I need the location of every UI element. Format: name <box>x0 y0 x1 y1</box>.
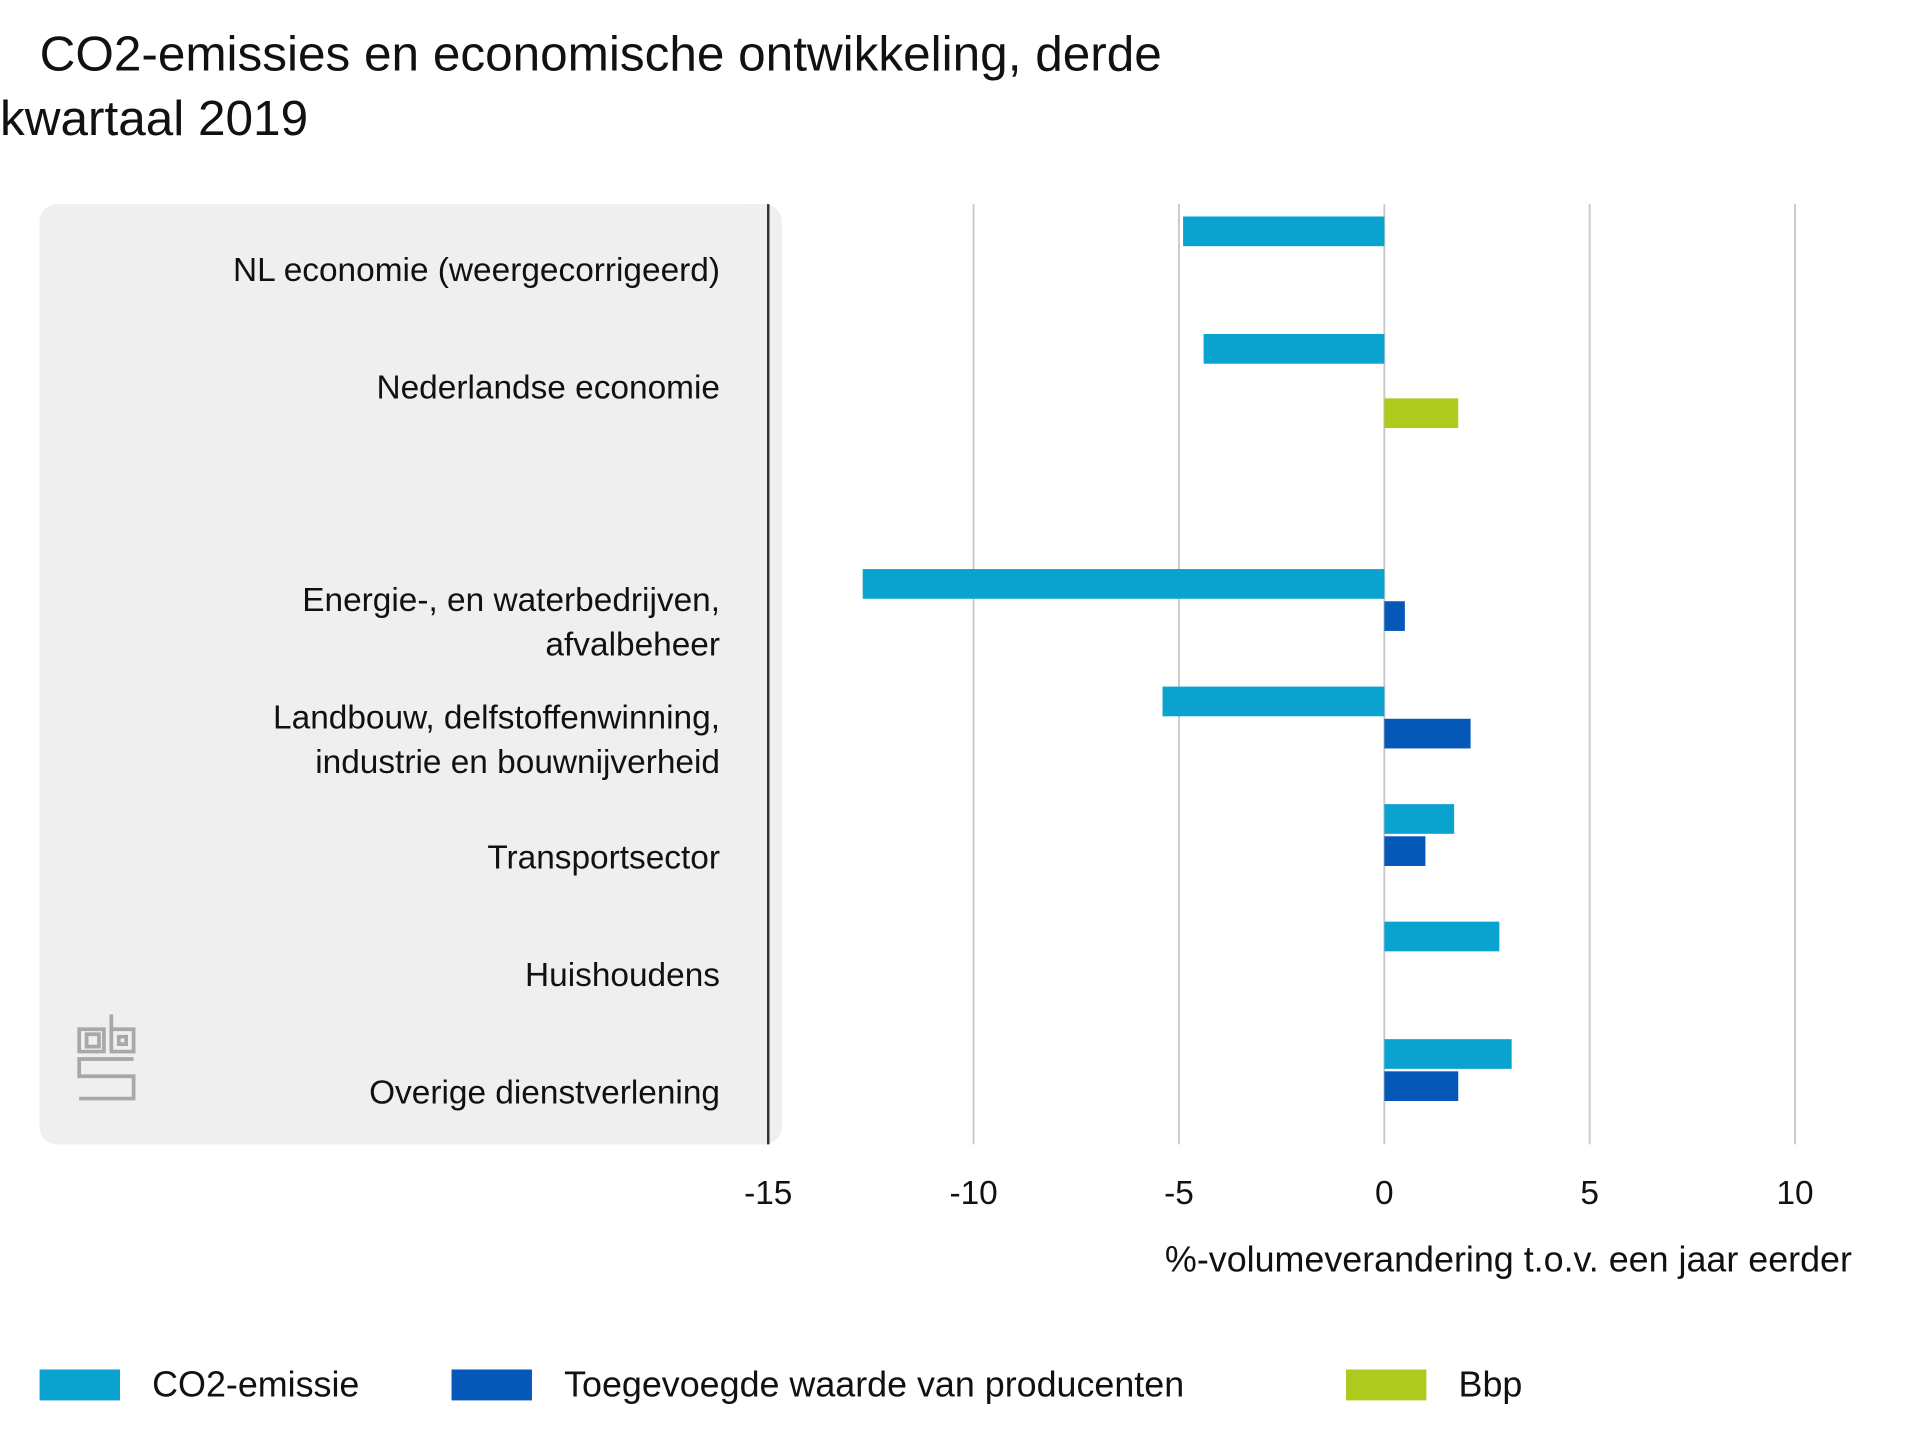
category-box: Nederlandse economie <box>376 368 720 406</box>
category-box: NL economie (weergecorrigeerd) <box>232 251 720 289</box>
bar <box>1384 804 1455 834</box>
category-label: Overige dienstverlening <box>369 1073 720 1111</box>
x-tick-label: -10 <box>949 1175 997 1212</box>
bar <box>1203 334 1385 364</box>
category-label: NL economie (weergecorrigeerd) <box>232 251 720 289</box>
category-label: Transportsector <box>487 838 720 876</box>
legend-swatch <box>451 1369 532 1401</box>
category-label: Energie-, en waterbedrijven, afvalbeheer <box>302 581 720 664</box>
bar <box>1183 216 1385 247</box>
x-tick-label: -15 <box>744 1175 792 1212</box>
logo-part <box>109 1014 136 1054</box>
logo-part <box>77 1027 106 1054</box>
bar <box>1384 601 1405 631</box>
category-box: Transportsector <box>487 838 720 876</box>
x-tick-label: -5 <box>1164 1175 1194 1212</box>
title-box: CO2-emissies en economische ontwikkeling… <box>0 27 1162 146</box>
x-axis-label: %-volumeverandering t.o.v. een jaar eerd… <box>1165 1239 1852 1279</box>
bar <box>862 569 1385 599</box>
label-panel <box>39 204 782 1145</box>
category-label: Landbouw, delfstoffenwinning, industrie … <box>273 698 720 781</box>
label-panel-edge <box>742 204 769 1145</box>
legend-swatch <box>39 1369 120 1401</box>
x-tick-label: 0 <box>1375 1175 1394 1212</box>
bar <box>1384 1071 1459 1102</box>
x-tick-label: 10 <box>1776 1175 1813 1212</box>
legend-label: CO2-emissie <box>152 1364 359 1404</box>
legend-label: Toegevoegde waarde van producenten <box>564 1364 1184 1404</box>
x-tick-label: 5 <box>1580 1175 1599 1212</box>
logo-part <box>84 1032 129 1049</box>
chart-title: CO2-emissies en economische ontwikkeling… <box>0 27 1162 146</box>
legend-swatch <box>1345 1369 1427 1401</box>
bar <box>1384 836 1426 866</box>
logo-part <box>77 1057 136 1101</box>
bar <box>1384 718 1471 749</box>
category-box: Overige dienstverlening <box>369 1073 720 1111</box>
bar <box>1384 1039 1512 1069</box>
category-box: Landbouw, delfstoffenwinning, industrie … <box>273 698 720 781</box>
bar <box>1384 921 1500 952</box>
cbs-logo <box>77 1014 136 1101</box>
category-label: Nederlandse economie <box>376 368 720 406</box>
bar <box>1162 686 1385 717</box>
bar <box>1384 398 1459 429</box>
category-box: Energie-, en waterbedrijven, afvalbeheer <box>302 581 720 664</box>
category-box: Huishoudens <box>525 956 720 994</box>
legend-label: Bbp <box>1459 1364 1523 1404</box>
category-label: Huishoudens <box>525 956 720 994</box>
